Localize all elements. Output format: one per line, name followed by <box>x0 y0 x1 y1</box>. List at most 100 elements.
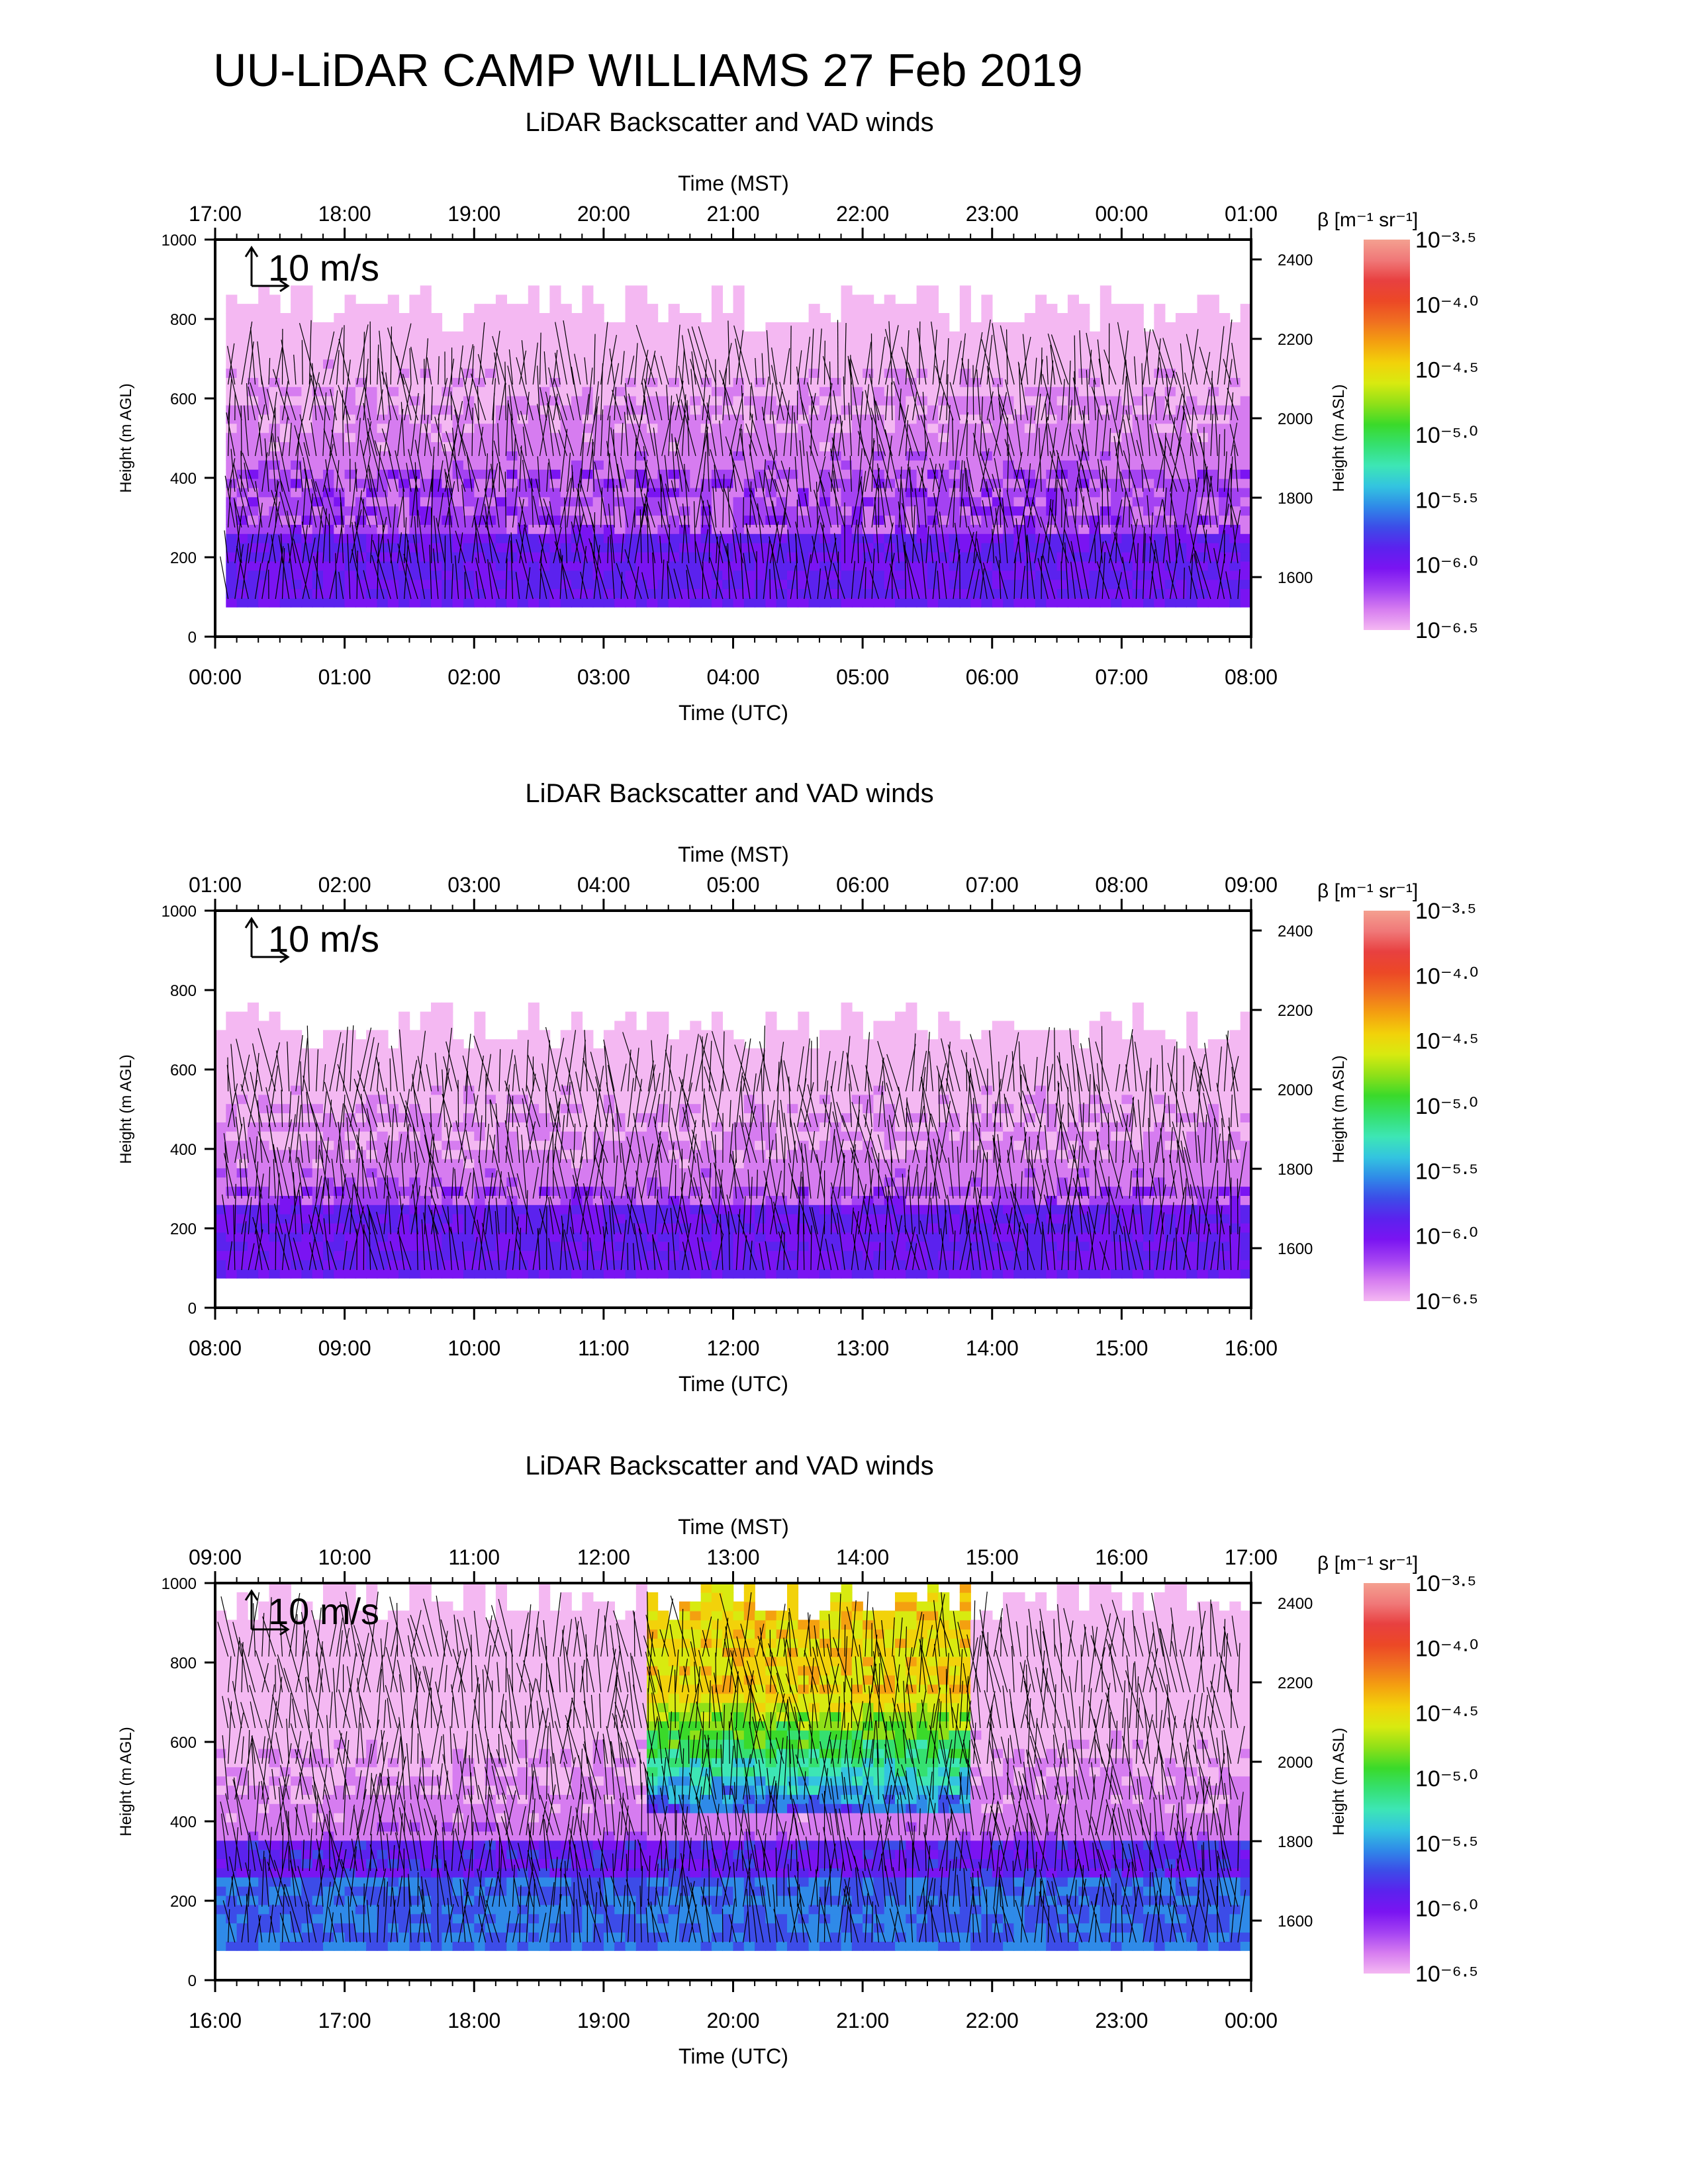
x-bottom-axis-label: Time (UTC) <box>679 2044 788 2068</box>
x-top-tick-label: 00:00 <box>1095 202 1148 226</box>
x-top-tick-label: 04:00 <box>577 873 630 897</box>
colorbar-tick-label: 10⁻³·⁵ <box>1415 899 1477 924</box>
x-top-tick-label: 16:00 <box>1095 1545 1148 1569</box>
x-bottom-tick-label: 17:00 <box>318 2009 371 2032</box>
y-left-tick-label: 800 <box>170 1655 197 1672</box>
x-top-tick-label: 22:00 <box>836 202 889 226</box>
colorbar-tick-label: 10⁻⁴·⁰ <box>1415 964 1478 989</box>
x-top-tick-label: 17:00 <box>1225 1545 1278 1569</box>
x-bottom-tick-label: 06:00 <box>966 665 1019 689</box>
y-left-axis-label: Height (m AGL) <box>117 1727 135 1836</box>
x-top-tick-label: 11:00 <box>448 1545 500 1569</box>
y-left-tick-label: 0 <box>188 629 197 647</box>
colorbar-tick-label: 10⁻⁵·⁵ <box>1415 1159 1478 1184</box>
x-bottom-tick-label: 19:00 <box>577 2009 630 2032</box>
x-top-tick-label: 05:00 <box>706 873 759 897</box>
x-bottom-tick-label: 05:00 <box>836 665 889 689</box>
y-right-tick-label: 1600 <box>1278 1913 1313 1931</box>
wind-scale-arrow <box>244 1589 290 1636</box>
y-left-tick-label: 1000 <box>162 903 197 921</box>
heatmap-area <box>215 1583 1251 1951</box>
x-top-tick-label: 01:00 <box>189 873 242 897</box>
colorbar-label: β [m⁻¹ sr⁻¹] <box>1317 209 1418 231</box>
chart-panel-2: LiDAR Backscatter and VAD winds Time (MST… <box>117 779 1479 1396</box>
colorbar-tick-label: 10⁻⁶·⁰ <box>1415 1224 1478 1250</box>
x-top-tick-label: 19:00 <box>447 202 500 226</box>
x-bottom-tick-label: 10:00 <box>447 1336 500 1360</box>
y-right-tick-label: 2200 <box>1278 1674 1313 1692</box>
y-left-tick-label: 0 <box>188 1300 197 1318</box>
y-left-tick-label: 400 <box>170 470 197 488</box>
colorbar-tick-label: 10⁻⁵·⁰ <box>1415 423 1478 448</box>
colorbar-tick-label: 10⁻⁵·⁵ <box>1415 488 1478 513</box>
colorbar-tick-label: 10⁻⁶·⁰ <box>1415 553 1478 578</box>
y-right-tick-label: 2400 <box>1278 923 1313 940</box>
colorbar <box>1364 1583 1410 1974</box>
y-left-tick-label: 600 <box>170 1062 197 1079</box>
panel-title: LiDAR Backscatter and VAD winds <box>525 1451 933 1480</box>
y-right-tick-label: 2400 <box>1278 1595 1313 1613</box>
wind-scale-arrow <box>244 246 290 293</box>
colorbar-tick-label: 10⁻⁴·⁰ <box>1415 293 1478 318</box>
colorbar-tick-label: 10⁻⁶·⁰ <box>1415 1897 1478 1922</box>
x-top-tick-label: 13:00 <box>706 1545 759 1569</box>
x-top-tick-label: 02:00 <box>318 873 371 897</box>
x-bottom-tick-label: 12:00 <box>706 1336 759 1360</box>
y-left-tick-label: 800 <box>170 982 197 1000</box>
y-left-tick-label: 600 <box>170 1734 197 1752</box>
wind-scale-label: 10 m/s <box>268 247 379 289</box>
x-top-tick-label: 14:00 <box>836 1545 889 1569</box>
colorbar <box>1364 240 1410 630</box>
x-top-tick-label: 12:00 <box>577 1545 630 1569</box>
x-bottom-tick-label: 07:00 <box>1095 665 1148 689</box>
x-bottom-tick-label: 00:00 <box>1225 2009 1278 2032</box>
y-left-tick-label: 200 <box>170 549 197 567</box>
x-bottom-tick-label: 18:00 <box>447 2009 500 2032</box>
y-left-tick-label: 400 <box>170 1141 197 1159</box>
y-left-tick-label: 200 <box>170 1893 197 1911</box>
x-top-tick-label: 10:00 <box>318 1545 371 1569</box>
colorbar-tick-label: 10⁻⁴·⁵ <box>1415 1029 1479 1054</box>
y-left-tick-label: 200 <box>170 1220 197 1238</box>
colorbar-tick-label: 10⁻⁵·⁰ <box>1415 1094 1478 1119</box>
y-right-tick-label: 1800 <box>1278 1161 1313 1179</box>
x-bottom-tick-label: 14:00 <box>966 1336 1019 1360</box>
x-bottom-tick-label: 21:00 <box>836 2009 889 2032</box>
y-right-tick-label: 2000 <box>1278 1081 1313 1099</box>
x-bottom-tick-label: 04:00 <box>706 665 759 689</box>
x-top-tick-label: 08:00 <box>1095 873 1148 897</box>
wind-scale-arrow <box>244 917 290 964</box>
colorbar-tick-label: 10⁻⁶·⁵ <box>1415 1962 1478 1987</box>
y-right-axis-label: Height (m ASL) <box>1330 1728 1348 1836</box>
x-bottom-tick-label: 16:00 <box>1225 1336 1278 1360</box>
y-right-tick-label: 2200 <box>1278 1002 1313 1020</box>
colorbar-label: β [m⁻¹ sr⁻¹] <box>1317 1553 1418 1574</box>
colorbar-label: β [m⁻¹ sr⁻¹] <box>1317 880 1418 902</box>
y-right-axis-label: Height (m ASL) <box>1330 1056 1348 1163</box>
y-right-tick-label: 1800 <box>1278 490 1313 508</box>
wind-scale-label: 10 m/s <box>268 1590 379 1632</box>
x-top-tick-label: 07:00 <box>966 873 1019 897</box>
x-top-tick-label: 09:00 <box>1225 873 1278 897</box>
x-top-tick-label: 15:00 <box>966 1545 1019 1569</box>
y-right-tick-label: 1800 <box>1278 1833 1313 1851</box>
x-bottom-tick-label: 02:00 <box>447 665 500 689</box>
panel-title: LiDAR Backscatter and VAD winds <box>525 779 933 808</box>
chart-panel-3: LiDAR Backscatter and VAD winds Time (MST… <box>117 1451 1479 2068</box>
wind-scale-label: 10 m/s <box>268 918 379 960</box>
x-bottom-tick-label: 09:00 <box>318 1336 371 1360</box>
colorbar-tick-label: 10⁻⁴·⁵ <box>1415 1702 1479 1727</box>
x-bottom-tick-label: 11:00 <box>578 1336 630 1360</box>
x-top-axis-label: Time (MST) <box>678 1515 789 1539</box>
colorbar-tick-label: 10⁻⁴·⁵ <box>1415 358 1479 383</box>
heatmap-area <box>220 285 1251 608</box>
x-bottom-axis-label: Time (UTC) <box>679 701 788 725</box>
x-top-tick-label: 06:00 <box>836 873 889 897</box>
x-bottom-tick-label: 00:00 <box>189 665 242 689</box>
x-bottom-tick-label: 01:00 <box>318 665 371 689</box>
wind-vectors <box>217 1591 1246 1943</box>
y-left-tick-label: 1000 <box>162 1575 197 1593</box>
x-bottom-tick-label: 08:00 <box>1225 665 1278 689</box>
y-right-axis-label: Height (m ASL) <box>1330 385 1348 492</box>
